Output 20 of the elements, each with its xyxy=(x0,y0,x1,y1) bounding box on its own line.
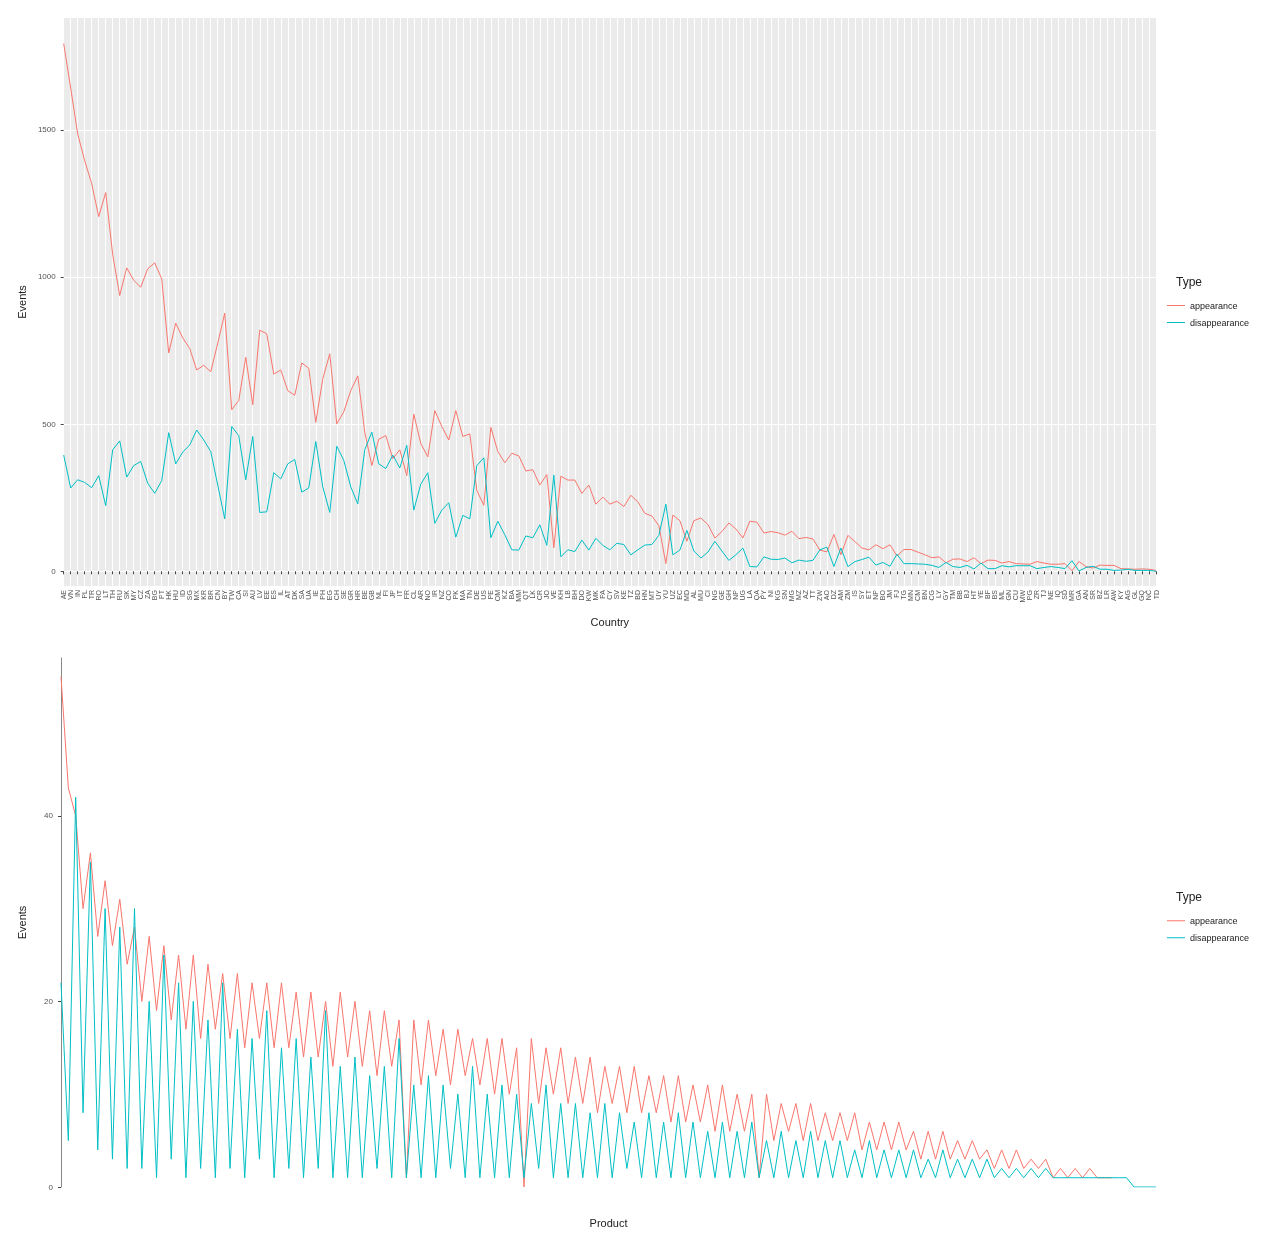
line-series xyxy=(60,796,1157,1188)
line-series xyxy=(63,43,1157,572)
y-tick-label: 0 xyxy=(48,1182,54,1192)
y-tick-label: 1000 xyxy=(37,272,57,282)
y-tick-label: 1500 xyxy=(37,125,57,135)
legend-title: Type xyxy=(1175,275,1203,289)
legend-label: disappearance xyxy=(1189,317,1249,328)
x-axis-title: Product xyxy=(589,1216,628,1229)
y-axis-title: Events xyxy=(15,284,28,319)
y-axis-title: Events xyxy=(15,905,28,940)
legend-label: appearance xyxy=(1189,915,1238,926)
y-tick-label: 0 xyxy=(51,566,57,576)
y-tick-label: 500 xyxy=(42,419,57,429)
line-series xyxy=(63,425,1157,572)
legend-title: Type xyxy=(1175,890,1203,905)
y-tick-label: 20 xyxy=(44,996,54,1006)
y-tick-label: 40 xyxy=(44,811,54,821)
x-axis-title: Country xyxy=(590,615,630,628)
legend-label: disappearance xyxy=(1189,932,1249,943)
legend-label: appearance xyxy=(1189,300,1238,311)
